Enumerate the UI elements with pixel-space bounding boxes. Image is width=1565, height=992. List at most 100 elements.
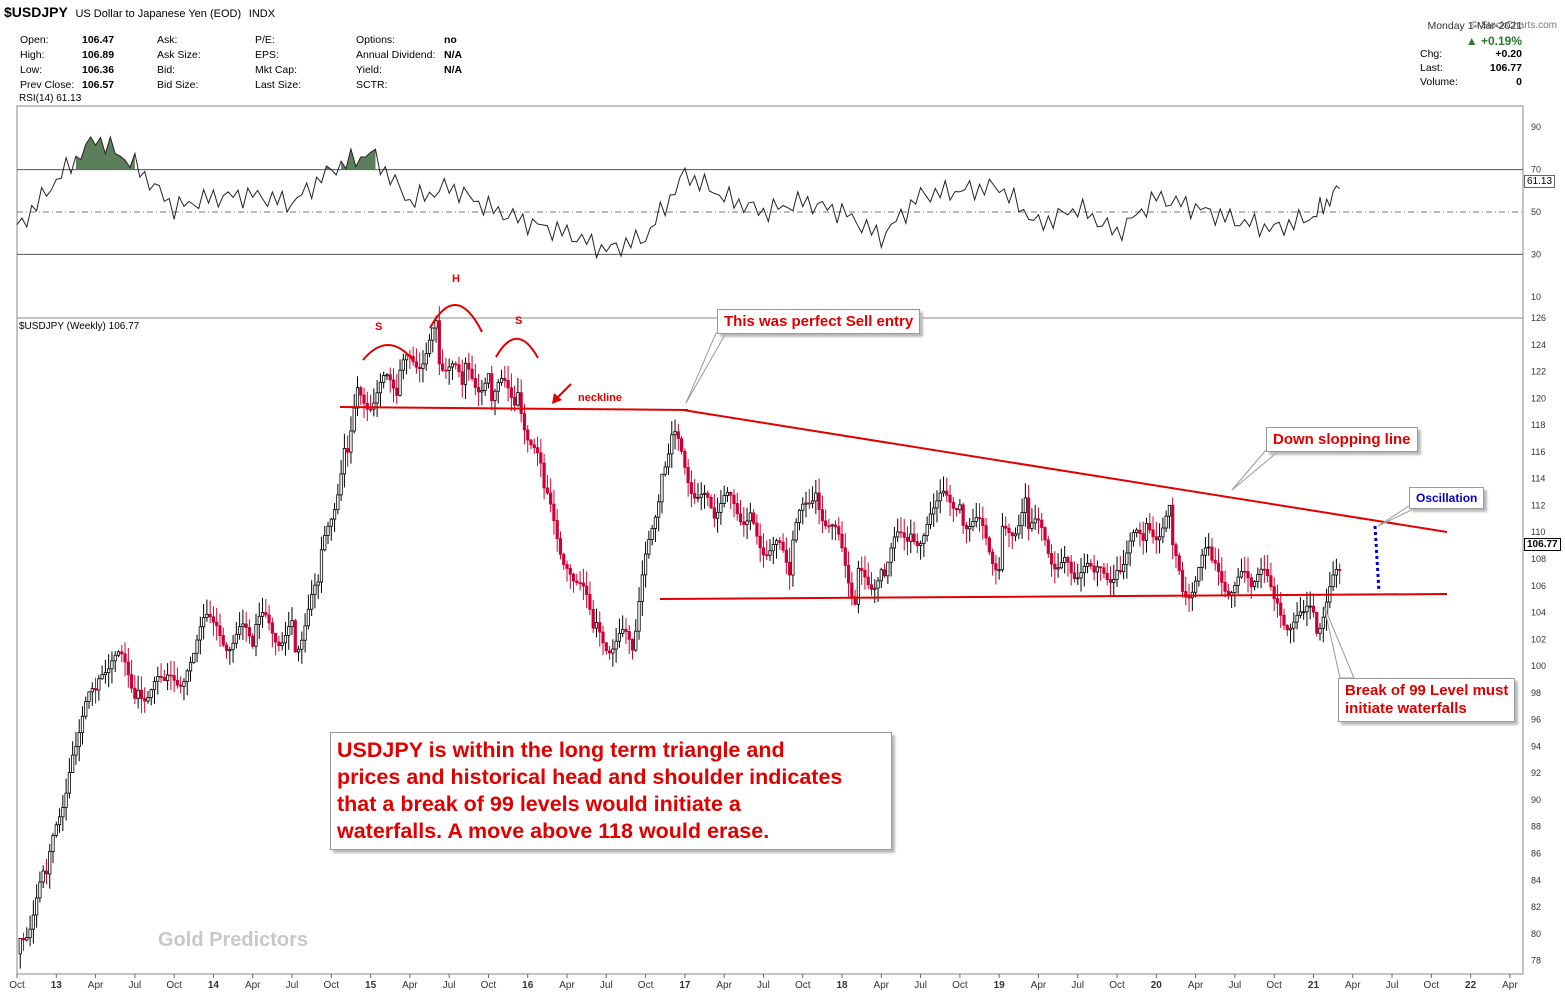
- candle-body: [676, 431, 680, 439]
- candle-body: [21, 937, 26, 941]
- candle-body: [395, 387, 399, 396]
- candle-body: [1275, 598, 1280, 604]
- candle-body: [470, 368, 474, 379]
- credit: © StockCharts.com: [1470, 20, 1557, 31]
- candle-body: [1108, 579, 1113, 583]
- candle-body: [1279, 602, 1283, 616]
- candle-body: [1023, 497, 1027, 513]
- candle-body: [1207, 546, 1211, 549]
- candle-body: [349, 430, 353, 453]
- candle-body: [287, 626, 291, 636]
- candle-body: [585, 585, 589, 595]
- candle-body: [77, 732, 81, 747]
- candle-body: [594, 622, 599, 629]
- candle-body: [182, 681, 186, 687]
- candle-body: [90, 688, 94, 693]
- candle-body: [1334, 569, 1338, 576]
- candle-body: [719, 503, 723, 513]
- candle-body: [372, 402, 376, 410]
- candle-body: [185, 670, 189, 682]
- quote-pct-change: ▲ +0.19%: [1465, 34, 1522, 48]
- candle-body: [188, 662, 193, 672]
- candle-body: [1063, 557, 1067, 564]
- candle-body: [650, 528, 654, 540]
- candle-body: [827, 525, 831, 528]
- head-arc: [429, 304, 483, 333]
- neckline-arrow: [556, 383, 572, 399]
- x-tick-label: Apr: [1188, 980, 1204, 991]
- summary-line: waterfalls. A move above 118 would erase…: [337, 819, 770, 843]
- candle-body: [722, 495, 726, 504]
- candle-body: [421, 363, 425, 369]
- candle-body: [247, 627, 252, 637]
- x-tick-label: Jul: [286, 980, 299, 991]
- candle-body: [1194, 580, 1198, 593]
- candle-body: [820, 509, 824, 522]
- candle-body: [598, 622, 602, 633]
- candle-body: [1249, 577, 1253, 588]
- candle-body: [280, 642, 284, 646]
- candle-body: [1266, 568, 1270, 577]
- candle-body: [696, 496, 700, 499]
- candle-body: [359, 387, 363, 396]
- x-tick-label: Jul: [1386, 980, 1399, 991]
- last-label: Last:: [1420, 62, 1443, 74]
- candle-body: [447, 366, 451, 371]
- stat-label: Options:: [356, 34, 396, 46]
- candle-body: [643, 553, 648, 576]
- x-tick-label: 13: [51, 980, 63, 991]
- candle-body: [974, 517, 978, 522]
- candle-body: [951, 501, 955, 509]
- x-tick-label: Jul: [1228, 980, 1241, 991]
- x-tick-label: Oct: [952, 980, 968, 991]
- candle-body: [303, 625, 307, 641]
- candle-body: [404, 354, 409, 361]
- candle-body: [1095, 566, 1099, 573]
- candle-body: [1135, 529, 1139, 533]
- candle-body: [300, 639, 304, 650]
- candle-body: [499, 377, 504, 383]
- price-tick-label: 126: [1531, 313, 1546, 323]
- candle-body: [994, 563, 998, 571]
- candle-body: [198, 626, 202, 641]
- candle-body: [192, 652, 196, 663]
- candle-body: [1256, 574, 1260, 582]
- candle-body: [617, 632, 622, 642]
- candle-body: [41, 870, 45, 883]
- candle-body: [48, 851, 52, 875]
- candle-body: [87, 691, 91, 702]
- stat-label: Mkt Cap:: [255, 64, 298, 76]
- candle-body: [657, 501, 661, 518]
- candle-body: [31, 914, 35, 930]
- candle-body: [133, 687, 137, 699]
- candle-body: [1072, 572, 1077, 579]
- candle-body: [460, 371, 464, 385]
- candle-body: [296, 648, 301, 653]
- price-panel-border: [16, 317, 1524, 975]
- candle-body: [310, 594, 314, 610]
- x-tick-label: 17: [679, 980, 691, 991]
- candle-body: [1288, 627, 1293, 631]
- description: US Dollar to Japanese Yen (EOD): [75, 8, 242, 20]
- break-99-line1: Break of 99 Level must: [1345, 682, 1509, 699]
- candle-body: [516, 392, 520, 406]
- candle-body: [1311, 605, 1316, 613]
- candle-body: [1216, 562, 1221, 572]
- stat-label: SCTR:: [356, 79, 388, 91]
- candle-body: [1167, 504, 1172, 517]
- price-tick-label: 96: [1531, 715, 1541, 725]
- candle-body: [1079, 572, 1083, 579]
- candle-body: [1059, 562, 1063, 569]
- watermark: Gold Predictors: [158, 929, 309, 951]
- candle-body: [1282, 614, 1286, 626]
- candle-body: [801, 503, 805, 511]
- candle-body: [1131, 532, 1136, 542]
- candle-body: [997, 569, 1001, 572]
- candle-body: [391, 379, 396, 389]
- candle-body: [938, 492, 942, 502]
- x-tick-label: Oct: [9, 980, 25, 991]
- stat-value: 106.47: [82, 34, 115, 46]
- candle-body: [833, 524, 838, 528]
- candle-body: [172, 675, 176, 681]
- rsi-overbought-fill: [75, 136, 376, 170]
